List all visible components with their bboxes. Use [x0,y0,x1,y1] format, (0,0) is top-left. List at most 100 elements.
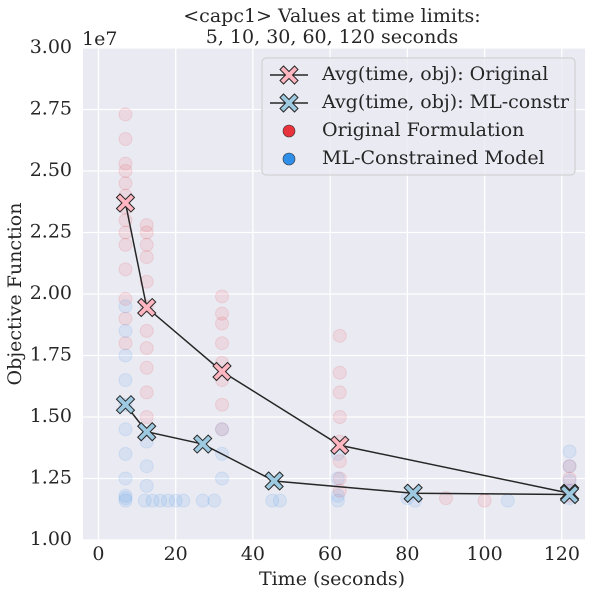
scatter-point [118,299,133,314]
legend-marker [282,152,296,166]
scatter-point [160,493,175,508]
scatter-point [118,491,133,506]
y-tick-label: 1.75 [30,344,72,366]
scatter-point [562,473,577,488]
scatter-point [139,323,154,338]
legend-marker [279,93,299,113]
scatter-point [118,323,133,338]
legend-box [261,57,576,176]
avg-marker [193,434,213,454]
avg-marker [559,484,580,505]
avg-marker [137,422,157,442]
scatter-point [215,422,230,437]
scatter-point [562,459,577,474]
legend-label: Avg(time, obj): ML-constr [321,91,570,113]
scatter-point [118,156,133,171]
scatter-point [332,471,347,486]
x-tick-label: 40 [241,543,265,565]
avg-marker [212,361,232,382]
scatter-point [139,459,154,474]
scatter-point [139,225,154,240]
scatter-point [118,176,133,191]
x-tick-label: 100 [466,543,502,565]
scatter-point [118,336,133,351]
y-tick-label: 3.00 [30,36,72,58]
y-tick-label: 2.00 [30,282,72,304]
legend-label: Avg(time, obj): Original [321,63,548,85]
scatter-point [118,237,133,252]
y-axis-label: Objective Function [4,203,26,386]
y-tick-label: 2.50 [30,159,72,181]
scatter-point [118,446,133,461]
chart-title: 5, 10, 30, 60, 120 seconds [206,26,458,48]
avg-marker [403,483,423,503]
y-tick-label: 1.25 [30,467,72,489]
avg-marker [115,394,136,415]
scatter-point [145,493,160,508]
x-tick-label: 20 [164,543,188,565]
scatter-point [215,422,230,437]
scatter-point [330,488,345,503]
scatter-point [477,493,492,508]
scatter-point [207,493,222,508]
scatter-point [118,291,133,306]
scatter-point [332,454,347,469]
x-axis-label: Time (seconds) [259,568,405,590]
avg-marker [264,471,284,491]
scatter-point [176,493,191,508]
scatter-point [215,336,230,351]
legend-label: ML-Constrained Model [322,147,545,169]
scatter-point [332,385,347,400]
avg-marker [115,193,136,213]
legend-label: Original Formulation [322,119,524,141]
scatter-point [118,348,133,363]
scatter-point [139,360,154,375]
scatter-point [139,410,154,424]
scatter-point [137,493,152,508]
scatter-point [118,373,133,388]
x-tick-label: 0 [92,543,104,565]
x-tick-label: 80 [395,543,419,565]
scatter-point [332,410,347,424]
y-tick-label: 2.75 [30,98,72,120]
scatter-point [215,316,230,331]
legend-marker [282,124,296,138]
scatter-point [139,218,154,233]
scatter-point [139,237,154,252]
scatter-point [118,488,133,503]
scatter-point [332,365,347,380]
scatter-point [562,459,577,474]
scatter-point [215,306,230,321]
scatter-point [139,274,154,289]
x-tick-label: 60 [318,543,342,565]
x-tick-label: 120 [544,543,580,565]
scatter-point [272,493,287,508]
scatter-point [330,493,345,508]
scatter-point [215,471,230,486]
scatter-point [118,311,133,326]
y-tick-label: 1.50 [30,405,72,427]
scatter-point [139,341,154,356]
legend-marker [279,65,299,85]
scatter-point [118,262,133,277]
scatter-point [118,422,133,437]
scatter-point [118,132,133,147]
y-tick-label: 1.00 [30,528,72,550]
chart-title: <capc1> Values at time limits: [183,5,480,27]
avg-marker [137,297,157,318]
scatter-point [118,471,133,486]
scatter-point [168,493,183,508]
scatter-point [118,164,133,178]
scatter-point [139,385,154,400]
scatter-point [500,493,515,508]
scatter-point [153,493,168,508]
scatter-point [332,328,347,343]
y-offset-label: 1e7 [82,28,117,50]
y-tick-label: 2.25 [30,221,72,243]
scatter-point [215,397,230,412]
scatter-point [330,471,345,486]
scatter-point [195,493,210,508]
scatter-point [562,471,577,486]
avg-marker [330,435,350,455]
